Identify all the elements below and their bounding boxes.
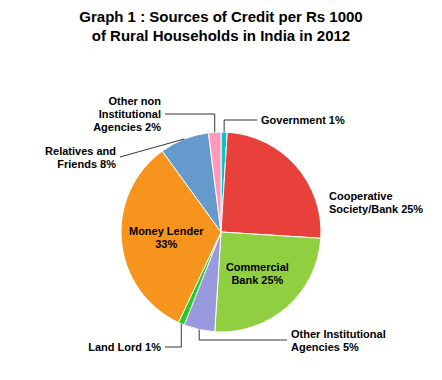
slice-label: Government 1% [261, 114, 345, 126]
leader-line [165, 324, 181, 347]
labels-group: Government 1% CooperativeSociety/Bank 25%… [45, 95, 423, 353]
leader-line [224, 120, 257, 132]
slice-label-line: Government 1% [261, 114, 345, 126]
chart-svg: Graph 1 : Sources of Credit per Rs 1000 o… [0, 0, 442, 380]
leader-line [165, 114, 215, 132]
leader-line [199, 330, 287, 340]
slice-label-line: Commercial [226, 261, 289, 273]
pie-group [121, 132, 321, 332]
slice-label-line: Agencies 2% [93, 121, 161, 133]
slice-label-line: Institutional [99, 108, 161, 120]
title: Graph 1 : Sources of Credit per Rs 1000 [79, 8, 362, 25]
slice-label: Land Lord 1% [88, 341, 161, 353]
leader-line [120, 139, 184, 157]
pie-slice [208, 132, 221, 232]
slice-label-line: Cooperative [329, 190, 393, 202]
slice-label-line: Agencies 5% [291, 341, 359, 353]
slice-label-line: Relatives and [45, 145, 116, 157]
slice-label-line: Land Lord 1% [88, 341, 161, 353]
slice-label: Money Lender33% [129, 225, 204, 250]
slice-label-line: Other Institutional [291, 328, 386, 340]
subtitle: of Rural Households in India in 2012 [92, 27, 350, 44]
slice-label: Relatives andFriends 8% [45, 145, 116, 170]
slice-label: CommercialBank 25% [226, 261, 289, 286]
pie-slice [221, 132, 321, 238]
slice-label-line: Other non [108, 95, 161, 107]
slice-label: Other InstitutionalAgencies 5% [291, 328, 386, 353]
slice-label: Other nonInstitutionalAgencies 2% [93, 95, 161, 133]
slice-label-line: Society/Bank 25% [329, 203, 423, 215]
pie-slice [162, 133, 221, 232]
slice-label-line: Friends 8% [57, 158, 116, 170]
slice-label: CooperativeSociety/Bank 25% [329, 190, 423, 215]
slice-label-line: 33% [155, 238, 177, 250]
slice-label-line: Bank 25% [231, 274, 283, 286]
pie-slice [215, 232, 321, 332]
slice-label-line: Money Lender [129, 225, 204, 237]
